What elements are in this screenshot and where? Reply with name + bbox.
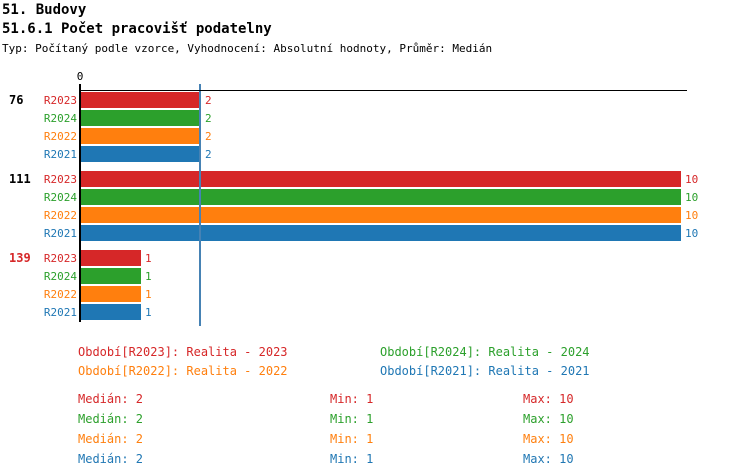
stat-min-R2022: Min: 1 (330, 432, 374, 446)
bar-value-label: 10 (685, 227, 699, 240)
bar-value-label: 10 (685, 209, 699, 222)
bar-series-label: R2024 (43, 191, 77, 204)
bar-value-label: 1 (145, 288, 152, 301)
bar-value-label: 2 (205, 130, 212, 143)
legend-item-R2023: Období[R2023]: Realita - 2023 (78, 345, 288, 359)
bar-R2021 (81, 304, 141, 320)
bar-value-label: 1 (145, 270, 152, 283)
bar-series-label: R2022 (43, 130, 77, 143)
bar-R2021 (81, 225, 681, 241)
bar-value-label: 2 (205, 148, 212, 161)
bar-series-label: R2024 (43, 270, 77, 283)
stat-max-R2024: Max: 10 (523, 412, 574, 426)
bar-series-label: R2023 (43, 94, 77, 107)
stat-median-R2023: Medián: 2 (78, 392, 144, 406)
stat-median-R2024: Medián: 2 (78, 412, 144, 426)
y-axis-line (79, 84, 81, 322)
bar-series-label: R2023 (43, 173, 77, 186)
bar-R2023 (81, 171, 681, 187)
x-axis-line (79, 90, 687, 91)
chart-meta-line: Typ: Počítaný podle vzorce, Vyhodnocení:… (2, 42, 493, 55)
bar-R2022 (81, 128, 201, 144)
legend-item-R2024: Období[R2024]: Realita - 2024 (380, 345, 590, 359)
bar-value-label: 10 (685, 173, 699, 186)
bar-value-label: 2 (205, 112, 212, 125)
stat-min-R2023: Min: 1 (330, 392, 374, 406)
legend-item-R2021: Období[R2021]: Realita - 2021 (380, 364, 590, 378)
bar-R2023 (81, 92, 201, 108)
bar-series-label: R2021 (43, 148, 77, 161)
group-label: 111 (9, 172, 31, 186)
bar-value-label: 2 (205, 94, 212, 107)
bar-R2024 (81, 189, 681, 205)
bar-R2022 (81, 207, 681, 223)
bar-value-label: 1 (145, 306, 152, 319)
bar-R2024 (81, 268, 141, 284)
bar-value-label: 1 (145, 252, 152, 265)
bar-series-label: R2022 (43, 288, 77, 301)
bar-series-label: R2021 (43, 306, 77, 319)
bar-R2022 (81, 286, 141, 302)
median-line (199, 84, 201, 326)
bar-series-label: R2023 (43, 252, 77, 265)
legend-item-R2022: Období[R2022]: Realita - 2022 (78, 364, 288, 378)
bar-series-label: R2021 (43, 227, 77, 240)
bar-value-label: 10 (685, 191, 699, 204)
bar-R2023 (81, 250, 141, 266)
axis-origin-label: 0 (76, 70, 84, 83)
group-label: 76 (9, 93, 24, 107)
stat-median-R2021: Medián: 2 (78, 452, 144, 466)
stat-max-R2021: Max: 10 (523, 452, 574, 466)
bar-series-label: R2022 (43, 209, 77, 222)
indicator-title: 51.6.1 Počet pracovišť podatelny (2, 21, 272, 37)
stat-max-R2022: Max: 10 (523, 432, 574, 446)
stat-median-R2022: Medián: 2 (78, 432, 144, 446)
group-label: 139 (9, 251, 31, 265)
stat-min-R2021: Min: 1 (330, 452, 374, 466)
bar-R2021 (81, 146, 201, 162)
stat-max-R2023: Max: 10 (523, 392, 574, 406)
bar-series-label: R2024 (43, 112, 77, 125)
report-section-title: 51. Budovy (2, 2, 87, 18)
bar-R2024 (81, 110, 201, 126)
stat-min-R2024: Min: 1 (330, 412, 374, 426)
